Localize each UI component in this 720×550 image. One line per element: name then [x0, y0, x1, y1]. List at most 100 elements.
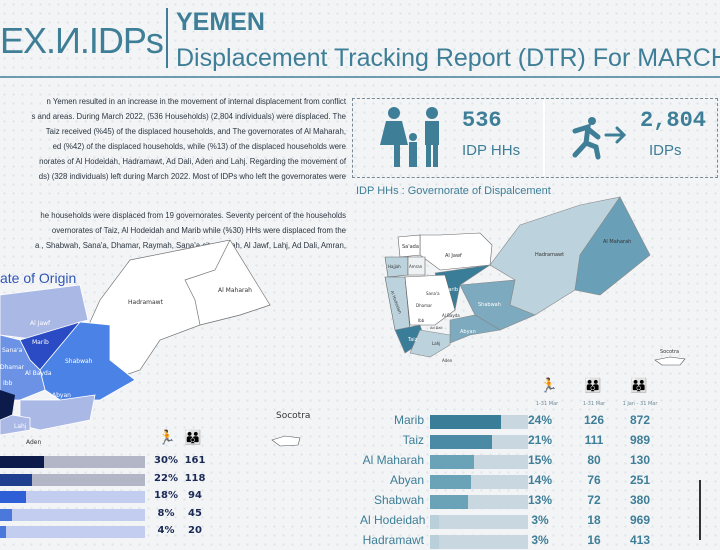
column-header: 1 Jan - 31 Mar	[622, 401, 658, 407]
map-label: Abyan	[460, 329, 476, 335]
region-lahj	[0, 414, 31, 436]
origin-map: Al Jawf Marib Sana'a Dhamar Al Bayda Sha…	[0, 240, 310, 447]
total-value: 380	[629, 493, 651, 507]
pct-value: 15%	[527, 453, 553, 467]
origin-map-title: ate of Origin	[0, 270, 77, 286]
map-label: Socotra	[276, 411, 310, 421]
map-label: Al Jawf	[30, 320, 51, 327]
summary-box	[352, 98, 718, 178]
map-label: Lahj	[14, 423, 27, 430]
header-rule	[0, 76, 720, 78]
pct-bar	[430, 535, 439, 549]
map-label: Amran	[409, 264, 423, 269]
region-amran	[407, 256, 426, 276]
map-label: Shabwah	[65, 358, 93, 365]
map-label: Abyan	[52, 392, 71, 399]
pct-bar	[430, 415, 501, 429]
hh-value: 161	[184, 455, 206, 466]
total-value: 989	[629, 433, 651, 447]
pct-value: 4%	[157, 525, 175, 536]
family-icon: 👪	[584, 378, 602, 394]
pct-value: 3%	[531, 513, 549, 527]
bar-track	[430, 495, 528, 509]
text-line: ds) (328 individuals) left during March …	[38, 172, 346, 181]
map-label: Hadramawt	[535, 252, 564, 258]
pct-bar	[430, 515, 439, 529]
bar-track	[430, 435, 528, 449]
origin-paragraph: he households were displaced from 19 gov…	[0, 208, 346, 253]
pct-value: 14%	[527, 473, 553, 487]
displacement-row: Hadramawt 3% 16 413	[360, 532, 700, 550]
text-line: s and areas. During March 2022, (536 Hou…	[31, 112, 346, 121]
governorate-name: Shabwah	[373, 493, 424, 507]
family-icon	[380, 107, 439, 167]
map-label: Aden	[26, 439, 41, 446]
governorate-name: Abyan	[389, 473, 424, 487]
bar-track	[430, 455, 528, 469]
region-al-maharah	[184, 240, 271, 326]
map-label: Socotra	[660, 349, 679, 355]
displacement-map: Sa'ada Al Jawf Hajjah Amran Al Hodeidah …	[384, 196, 686, 366]
total-value: 413	[629, 533, 651, 547]
pct-value: 8%	[157, 507, 175, 519]
pct-bar	[430, 495, 469, 509]
family-icon: 👪	[184, 430, 202, 446]
report-title: Displacement Tracking Report (DTR) For M…	[176, 44, 720, 72]
hh-value: 76	[587, 473, 601, 487]
pct-bar	[0, 508, 12, 521]
displacement-row: Shabwah 13% 72 380	[360, 492, 700, 510]
region-abyan	[19, 394, 96, 431]
total-value: 969	[629, 513, 651, 527]
pct-value: 3%	[531, 533, 549, 547]
pct-bar	[0, 526, 6, 538]
origin-row: 22% 118	[0, 472, 220, 488]
origin-row: 8% 45	[0, 507, 220, 523]
bar-track	[0, 491, 145, 503]
column-header: 1-31 Mar	[582, 401, 606, 407]
map-label: Taiz	[407, 337, 418, 343]
total-value: 872	[629, 413, 651, 427]
bar-track	[0, 526, 145, 538]
text-line: n Yemen resulted in an increase in the m…	[46, 97, 346, 106]
bar-track	[430, 475, 528, 489]
bar-track	[0, 508, 145, 521]
socotra-island	[271, 435, 301, 447]
governorate-name: Taiz	[402, 433, 424, 447]
pct-value: 22%	[154, 472, 178, 484]
pct-value: 21%	[527, 433, 553, 447]
governorate-name: Al Hodeidah	[360, 513, 426, 527]
bar-track	[430, 535, 528, 549]
map-label: Shabwah	[478, 302, 501, 308]
displacement-map-title: IDP HHs : Governorate of Dispalcement	[356, 185, 551, 197]
origin-row: 4% 20	[0, 524, 220, 540]
displacement-row: Taiz 21% 111 989	[360, 432, 700, 450]
country-title: YEMEN	[176, 8, 265, 36]
map-label: Al Bayda	[25, 370, 52, 377]
bar-track	[430, 415, 528, 429]
text-line: he households were displaced from 19 gov…	[40, 211, 346, 220]
hh-label: IDP HHs	[462, 142, 521, 159]
map-label: Sa'ada	[402, 244, 419, 250]
logo: EX.И.IDPs	[0, 20, 164, 61]
header-divider	[166, 8, 168, 68]
map-label: Dhamar	[416, 303, 432, 308]
total-value: 251	[629, 473, 651, 487]
bar-track	[0, 473, 145, 486]
socotra-island	[654, 356, 686, 366]
pct-value: 18%	[154, 490, 178, 501]
text-line: a , Shabwah, Sana'a, Dhamar, Raymah, San…	[35, 241, 346, 250]
total-value: 130	[629, 453, 651, 467]
pct-bar	[430, 435, 492, 449]
map-label: Marib	[444, 287, 458, 293]
page-divider	[699, 480, 701, 540]
map-label: Ibb	[3, 380, 13, 387]
hh-value: 94	[188, 490, 202, 501]
bar-track	[0, 456, 145, 468]
displacement-row: Al Maharah 15% 80 130	[360, 452, 700, 470]
text-line: ed (%42) of the displaced households, wh…	[52, 142, 346, 151]
map-label: Aden	[442, 358, 453, 363]
region-al-jawf	[419, 232, 493, 271]
pct-bar	[0, 473, 32, 486]
map-label: Al Maharah	[603, 239, 631, 245]
origin-row: 18% 94	[0, 489, 220, 505]
